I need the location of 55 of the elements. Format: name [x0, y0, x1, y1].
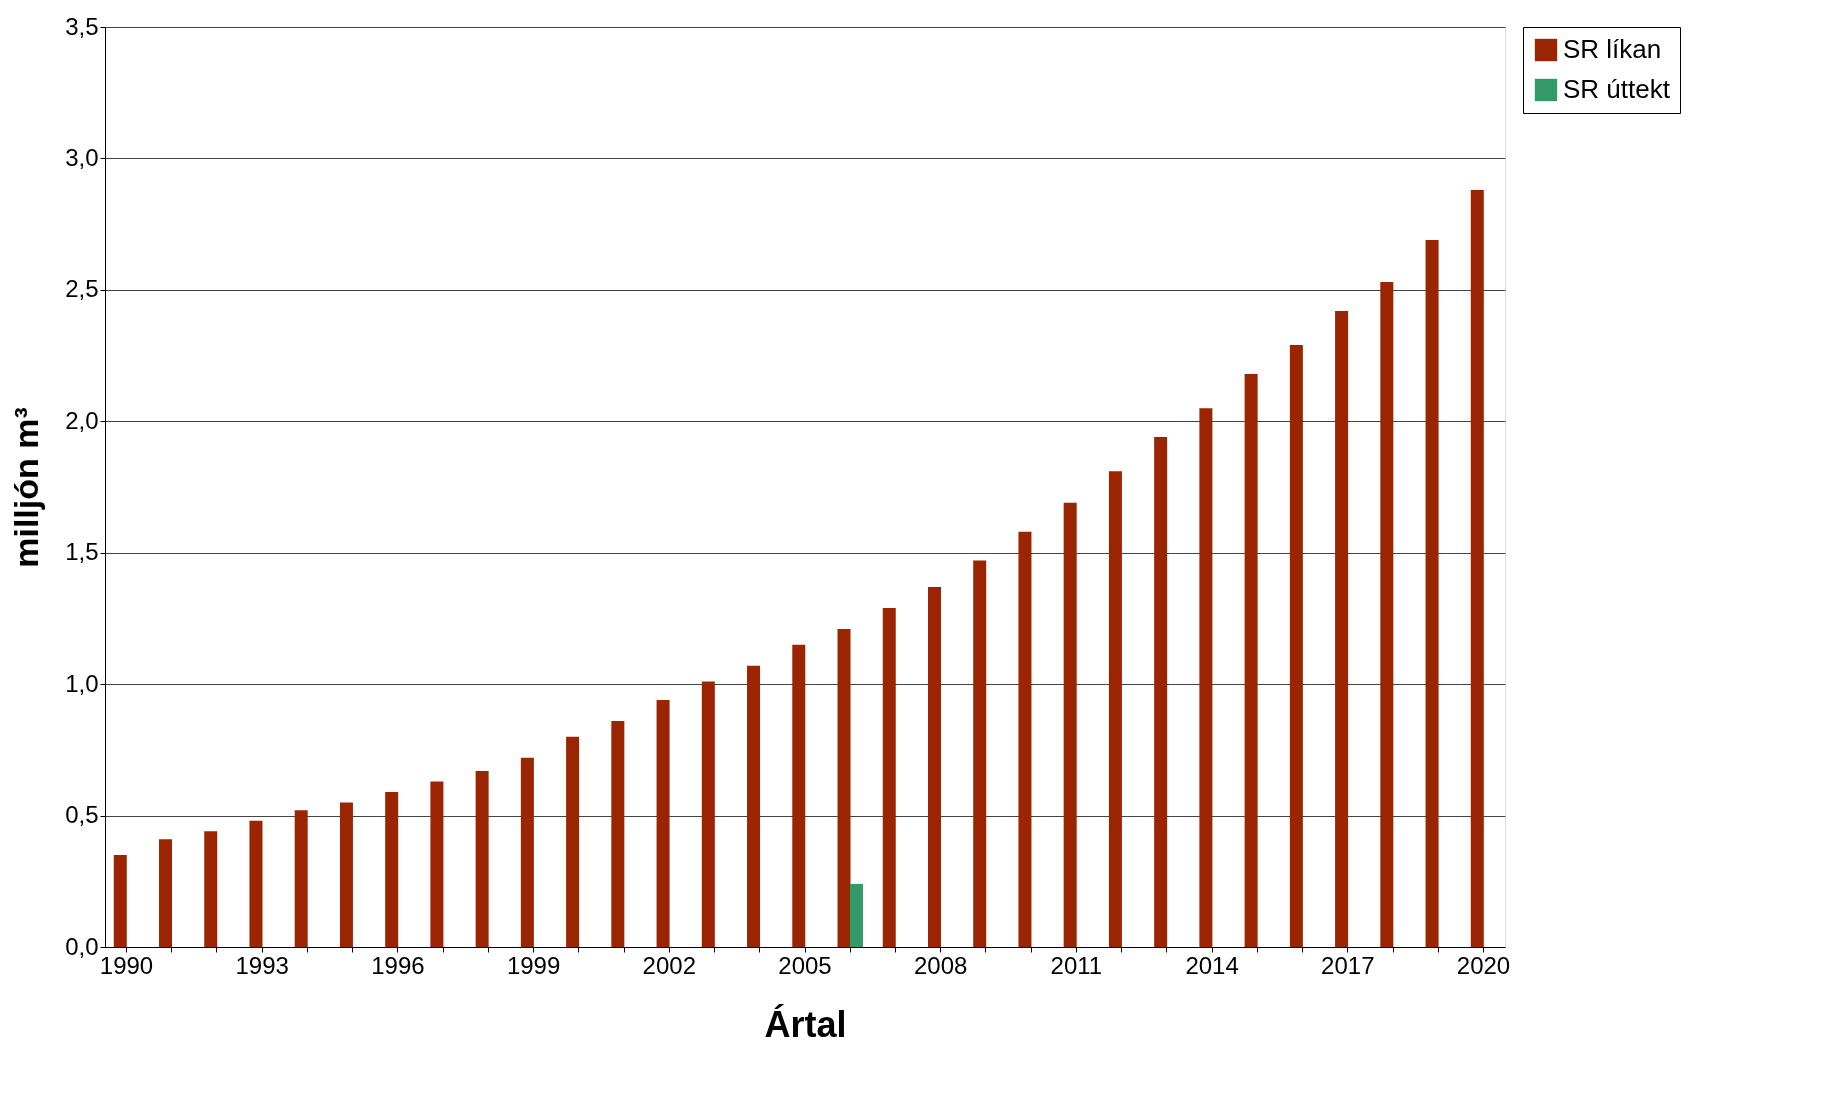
x-tick-label: 1999: [506, 951, 561, 979]
y-tick-label: 3,5: [65, 12, 99, 40]
bar: [882, 607, 896, 947]
bar: [385, 791, 399, 947]
x-tick-label: 2011: [1050, 951, 1103, 979]
bar: [1380, 281, 1394, 947]
bar: [927, 586, 941, 947]
x-tick-label: 2020: [1456, 951, 1511, 979]
x-tick-label: 1996: [371, 951, 425, 979]
y-tick-label: 0,5: [65, 801, 99, 829]
y-tick-label: 2,5: [65, 275, 99, 303]
bar: [656, 699, 670, 947]
bar: [611, 720, 625, 947]
bar: [1425, 239, 1439, 947]
legend-label: SR líkan: [1563, 34, 1662, 64]
bar: [1063, 502, 1077, 947]
bar: [1154, 437, 1168, 947]
bar: [475, 770, 489, 947]
y-tick-label: 1,5: [65, 538, 99, 566]
bar: [294, 810, 308, 947]
bar: [113, 855, 127, 947]
x-tick-label: 2017: [1321, 951, 1375, 979]
bar: [837, 628, 851, 947]
x-tick-label: 1993: [235, 951, 289, 979]
x-tick-label: 2005: [778, 951, 832, 979]
x-tick-label: 2002: [642, 951, 696, 979]
bar: [973, 560, 987, 947]
x-tick-label: 2008: [914, 951, 968, 979]
bar: [1018, 531, 1032, 947]
bar: [1335, 310, 1349, 947]
bar: [339, 802, 353, 947]
bar: [566, 736, 580, 947]
y-tick-label: 3,0: [65, 143, 99, 171]
bar: [520, 757, 534, 947]
bar: [1108, 471, 1122, 947]
legend-label: SR úttekt: [1563, 74, 1671, 104]
bar: [1244, 373, 1258, 947]
bar: [747, 665, 761, 947]
bar: [792, 644, 806, 947]
x-axis-title: Ártal: [764, 1003, 847, 1045]
bar: [849, 883, 863, 947]
bar: [1289, 345, 1303, 947]
x-tick-label: 2014: [1185, 951, 1239, 979]
y-axis-title: milljón m³: [7, 407, 46, 568]
x-tick-label: 1990: [99, 951, 154, 979]
bar: [430, 781, 444, 947]
bar: [701, 681, 715, 947]
y-tick-label: 0,0: [65, 932, 99, 960]
bar: [1470, 189, 1484, 947]
bar: [1199, 408, 1213, 947]
bar: [249, 820, 263, 947]
bar: [159, 839, 172, 947]
y-tick-label: 2,0: [65, 406, 99, 434]
bar: [204, 831, 218, 947]
y-tick-label: 1,0: [65, 669, 99, 697]
